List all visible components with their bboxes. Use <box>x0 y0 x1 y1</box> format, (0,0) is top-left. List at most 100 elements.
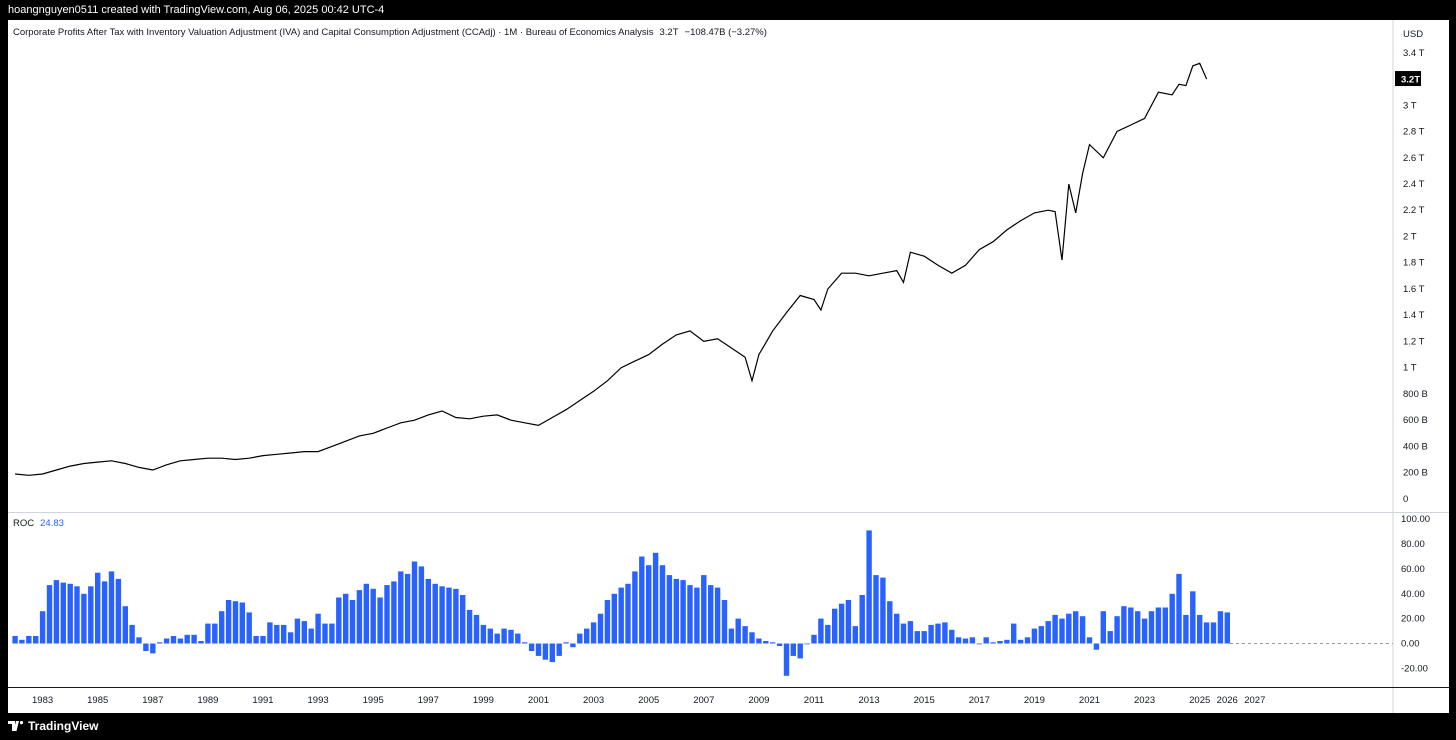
roc-bar <box>432 583 438 644</box>
roc-bar <box>997 641 1003 644</box>
roc-bar <box>391 581 397 644</box>
roc-bar <box>246 612 252 644</box>
x-axis-tick-label: 2027 <box>1244 695 1265 706</box>
roc-bar <box>1004 639 1010 644</box>
roc-bar <box>150 643 156 654</box>
roc-bar <box>349 600 356 644</box>
x-axis-tick-label: 1987 <box>142 695 163 706</box>
roc-bar <box>122 606 128 644</box>
x-axis-tick-label: 1991 <box>252 695 273 706</box>
roc-bar <box>370 588 376 644</box>
roc-bar <box>749 632 755 644</box>
roc-bar <box>1100 611 1106 644</box>
chart-canvas[interactable]: USD 0 200 B 400 B 600 B 800 B 1 T 1.2 T 1.4 T 1.6… <box>8 20 1449 713</box>
series-last-value: 3.2T <box>659 27 679 38</box>
roc-bar <box>336 597 342 644</box>
y-axis-tick-label: 200 B <box>1403 468 1428 479</box>
roc-bar <box>873 575 879 644</box>
roc-bar <box>74 586 80 644</box>
roc-legend[interactable]: ROC 24.83 <box>13 518 64 529</box>
roc-bar <box>804 643 810 645</box>
x-axis-tick-label: 2026 <box>1217 695 1238 706</box>
roc-bar <box>425 578 431 644</box>
last-value-badge-label: 3.2T <box>1401 75 1420 86</box>
roc-bar <box>184 634 190 644</box>
roc-bar <box>859 595 865 644</box>
roc-bar <box>728 628 735 644</box>
footer-bar: TradingView <box>0 713 1456 740</box>
roc-bar <box>1135 611 1141 644</box>
roc-bar <box>60 582 66 644</box>
roc-bar <box>411 561 418 644</box>
roc-bar <box>343 593 349 644</box>
roc-bar <box>584 628 590 644</box>
roc-bar <box>480 624 487 644</box>
roc-bar <box>838 603 845 644</box>
roc-y-tick-label: 0.00 <box>1401 639 1420 650</box>
roc-bar <box>53 580 60 644</box>
roc-bar <box>239 602 245 644</box>
tradingview-logo[interactable]: TradingView <box>8 719 98 733</box>
roc-bar <box>673 578 679 644</box>
roc-bar <box>281 624 287 644</box>
roc-bar <box>446 587 452 644</box>
roc-bar <box>205 623 211 644</box>
roc-bar <box>955 637 962 644</box>
roc-bar <box>177 638 184 644</box>
roc-bar <box>418 566 425 644</box>
roc-bar <box>611 593 617 644</box>
roc-bar <box>377 597 383 644</box>
roc-bar <box>1141 618 1148 644</box>
roc-bar <box>928 624 934 644</box>
roc-bar <box>136 637 142 644</box>
roc-bar <box>825 624 831 644</box>
y-axis-tick-label: 2.6 T <box>1403 153 1425 164</box>
roc-bar <box>1169 593 1175 644</box>
roc-bar <box>680 580 686 644</box>
roc-bar <box>632 571 638 644</box>
roc-bar <box>198 641 204 644</box>
tradingview-label: TradingView <box>28 719 99 733</box>
roc-bar <box>267 622 273 644</box>
x-axis-tick-label: 2009 <box>748 695 769 706</box>
roc-bar <box>26 636 32 644</box>
x-axis-tick-label: 2011 <box>804 695 824 706</box>
roc-bar <box>1148 611 1155 644</box>
roc-bar <box>721 600 728 644</box>
roc-bar <box>1121 606 1127 644</box>
x-axis-tick-label: 1983 <box>32 695 53 706</box>
roc-bar <box>811 634 817 644</box>
roc-bar <box>1079 616 1086 644</box>
roc-bar <box>542 643 549 660</box>
chart-frame[interactable]: USD 0 200 B 400 B 600 B 800 B 1 T 1.2 T 1.4 T 1.6… <box>8 20 1449 713</box>
roc-bar <box>1011 623 1017 644</box>
roc-bar <box>1114 616 1120 644</box>
roc-bar <box>880 577 886 644</box>
roc-bar <box>473 614 480 644</box>
roc-bar <box>1024 637 1031 644</box>
roc-bar <box>88 586 94 644</box>
roc-bar <box>1073 611 1079 644</box>
roc-bar <box>1017 639 1024 644</box>
series-legend[interactable]: Corporate Profits After Tax with Invento… <box>13 27 767 38</box>
x-axis-tick-label: 1993 <box>308 695 329 706</box>
roc-bar <box>783 643 790 676</box>
roc-bar <box>101 581 108 644</box>
roc-bar <box>942 622 948 644</box>
roc-bar <box>356 590 363 644</box>
x-axis-tick-label: 2007 <box>693 695 714 706</box>
roc-bar <box>845 600 852 644</box>
roc-bar <box>894 613 900 644</box>
roc-y-tick-label: 60.00 <box>1401 564 1425 575</box>
y-axis-tick-label: 1.8 T <box>1403 258 1425 269</box>
roc-bar <box>914 631 920 644</box>
x-axis-tick-label: 2023 <box>1134 695 1155 706</box>
roc-bar <box>976 643 982 645</box>
roc-bar <box>95 572 101 644</box>
roc-bar <box>1038 626 1044 644</box>
roc-y-tick-label: 100.00 <box>1401 514 1430 525</box>
roc-bar <box>983 637 989 644</box>
roc-bar <box>108 571 115 644</box>
roc-y-tick-label: 80.00 <box>1401 539 1425 550</box>
roc-bar <box>659 565 666 644</box>
